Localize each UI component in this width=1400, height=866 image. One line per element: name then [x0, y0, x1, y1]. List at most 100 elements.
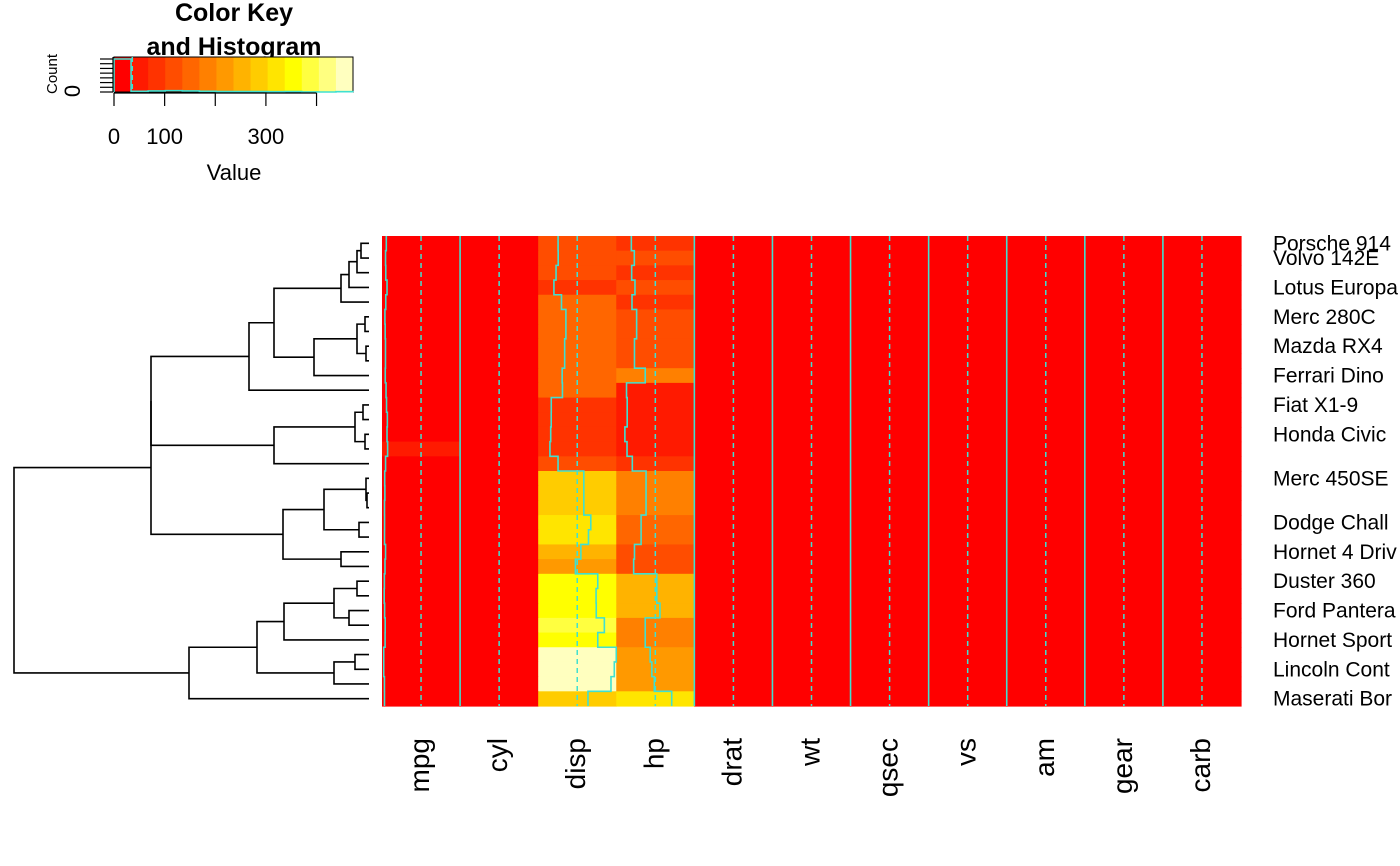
heatmap-cell-hp — [616, 236, 695, 252]
heatmap-cell-am — [1006, 676, 1086, 692]
heatmap-cell-cyl — [460, 515, 539, 531]
heatmap-traces — [382, 236, 1203, 706]
heatmap-cell-carb — [1162, 236, 1242, 252]
color-key-swatch — [335, 57, 354, 92]
heatmap-cell-gear — [1084, 280, 1164, 296]
column-labels: mpg cyl disp hp drat wt qsec vs am gear carb — [404, 738, 1216, 797]
heatmap-cell-cyl — [460, 324, 539, 340]
heatmap-cell-disp — [538, 471, 617, 487]
color-key-swatch — [165, 57, 183, 92]
heatmap-cell-am — [1006, 441, 1086, 457]
heatmap-cell-carb — [1162, 471, 1242, 487]
heatmap-cell-drat — [694, 353, 774, 369]
color-key-title-line1: Color Key — [175, 0, 293, 27]
heatmap-cell-drat — [694, 441, 774, 457]
dendrogram-branch — [150, 355, 274, 447]
heatmap-cell-disp — [538, 676, 617, 692]
dendrogram-branch — [354, 653, 369, 671]
heatmap-cell-carb — [1162, 515, 1242, 531]
heatmap-cell-carb — [1162, 559, 1242, 575]
heatmap-cell-vs — [928, 324, 1008, 340]
heatmap-cell-mpg — [382, 471, 461, 487]
heatmap-cell-drat — [694, 559, 774, 575]
heatmap-cell-vs — [928, 559, 1008, 575]
row-label: Honda Civic — [1273, 423, 1386, 446]
heatmap-cell-qsec — [850, 471, 930, 487]
dendrogram-branch — [188, 646, 369, 700]
heatmap-cell-vs — [928, 441, 1008, 457]
row-dendrogram — [13, 242, 369, 700]
color-key-y-tick-label: 0 — [60, 85, 85, 97]
heatmap-cell-am — [1006, 632, 1086, 648]
heatmap-cell-am — [1006, 236, 1086, 252]
heatmap-cell-wt — [772, 471, 852, 487]
heatmap-cell-qsec — [850, 515, 930, 531]
color-key-swatch — [182, 57, 200, 92]
color-key-swatch — [199, 57, 217, 92]
dendrogram-branch — [356, 580, 369, 597]
dendrogram-branch — [366, 492, 369, 509]
heatmap-cell-mpg — [382, 353, 461, 369]
dendrogram-branch — [333, 587, 357, 619]
heatmap-cell-qsec — [850, 603, 930, 619]
dendrogram-branch — [282, 508, 341, 560]
heatmap-cell-cyl — [460, 280, 539, 296]
heatmap-cell-disp — [538, 353, 617, 369]
heatmap-cell-vs — [928, 603, 1008, 619]
row-label: Lotus Europa — [1273, 276, 1398, 299]
column-label-qsec: qsec — [873, 738, 904, 797]
dendrogram-branch — [333, 661, 369, 685]
heatmap-cell-hp — [616, 441, 695, 457]
heatmap-cell-gear — [1084, 471, 1164, 487]
color-key-swatch — [318, 57, 337, 92]
heatmap-cell-mpg — [382, 441, 461, 457]
heatmap-cell-am — [1006, 471, 1086, 487]
heatmap-cell-carb — [1162, 632, 1242, 648]
color-key-title-line2: and Histogram — [146, 33, 321, 61]
heatmap-cell-gear — [1084, 236, 1164, 252]
heatmap-cell-am — [1006, 353, 1086, 369]
heatmap-cell-qsec — [850, 353, 930, 369]
heatmap-cell-disp — [538, 559, 617, 575]
heatmap-cell-gear — [1084, 324, 1164, 340]
heatmap-cell-carb — [1162, 485, 1242, 501]
heatmap-cell-drat — [694, 515, 774, 531]
heatmap-cell-drat — [694, 397, 774, 413]
heatmap-cell-disp — [538, 441, 617, 457]
heatmap-cell-carb — [1162, 324, 1242, 340]
heatmap-cell-hp — [616, 485, 695, 501]
dendrogram-branch — [273, 287, 341, 358]
row-label: Merc 450SE — [1273, 467, 1389, 490]
dendrogram-branch — [248, 321, 369, 392]
color-key-histogram — [113, 58, 354, 93]
heatmap-cell-gear — [1084, 353, 1164, 369]
heatmap-cell-wt — [772, 559, 852, 575]
heatmap-cell-disp — [538, 280, 617, 296]
row-label: Hornet 4 Driv — [1273, 541, 1397, 564]
dendrogram-branch — [256, 620, 334, 674]
heatmap-cell-carb — [1162, 397, 1242, 413]
heatmap-cell-hp — [616, 603, 695, 619]
row-label: Ford Pantera — [1273, 600, 1396, 623]
heatmap-cells — [382, 236, 1242, 707]
heatmap-cell-disp — [538, 397, 617, 413]
heatmap-cell-cyl — [460, 676, 539, 692]
dendrogram-branch — [356, 249, 369, 274]
dendrogram-branch — [13, 466, 189, 674]
heatmap-cell-hp — [616, 397, 695, 413]
heatmap-cell-am — [1006, 485, 1086, 501]
heatmap-cell-mpg — [382, 515, 461, 531]
heatmap-cell-mpg — [382, 280, 461, 296]
heatmap-cell-hp — [616, 515, 695, 531]
heatmap-cell-mpg — [382, 236, 461, 252]
heatmap-cell-drat — [694, 280, 774, 296]
heatmap-cell-disp — [538, 603, 617, 619]
heatmap-cell-cyl — [460, 471, 539, 487]
dendrogram-branch — [150, 400, 283, 536]
heatmap-cell-hp — [616, 471, 695, 487]
heatmap-cell-vs — [928, 397, 1008, 413]
heatmap-cell-cyl — [460, 632, 539, 648]
color-key-swatch — [148, 57, 166, 92]
